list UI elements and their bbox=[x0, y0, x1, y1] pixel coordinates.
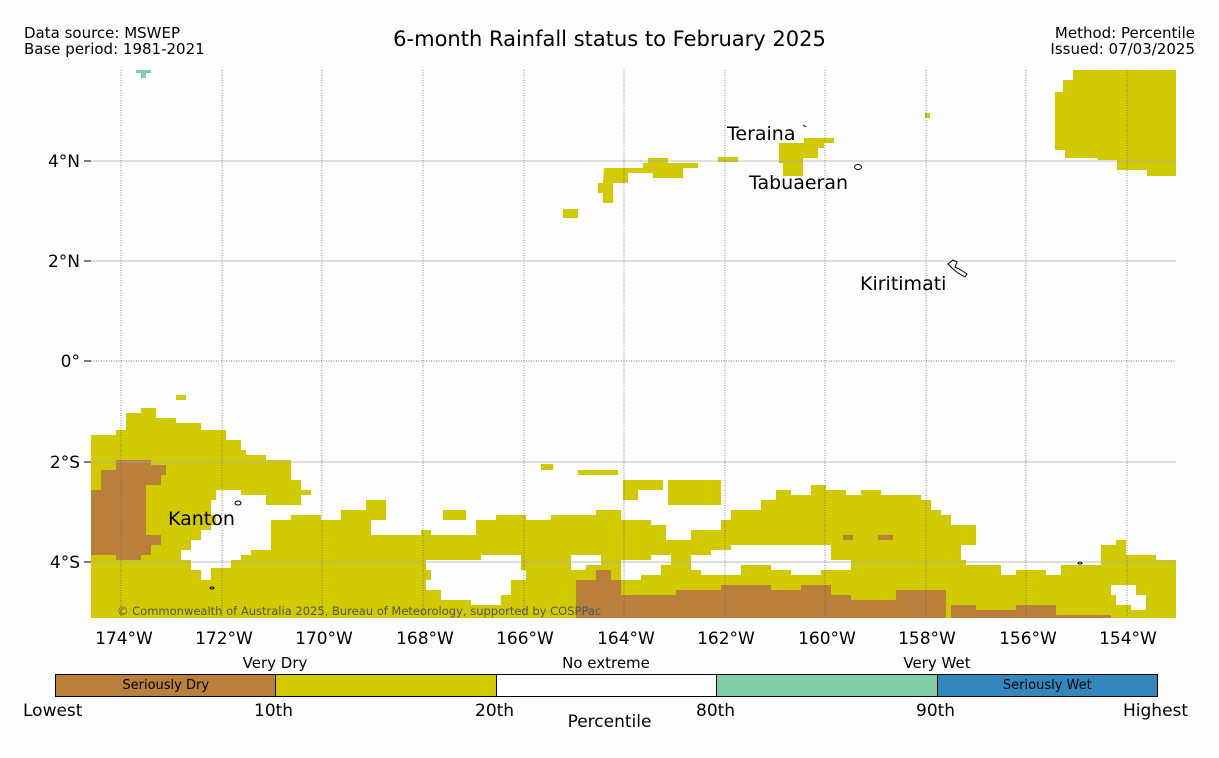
lat-tick-marks bbox=[84, 160, 91, 563]
islands bbox=[209, 124, 1083, 590]
place-label-teraina: Teraina bbox=[726, 123, 796, 145]
seriously-dry-region-s bbox=[576, 570, 946, 618]
legend-seg-no-extreme bbox=[495, 675, 717, 696]
issued-text: Issued: 07/03/2025 bbox=[1050, 40, 1195, 58]
lon-label-158w: 158°W bbox=[898, 629, 956, 649]
legend-axis-title: Percentile bbox=[567, 712, 652, 732]
very-dry-region-n4 bbox=[563, 209, 578, 218]
island-islet-1 bbox=[209, 586, 215, 590]
no-extreme-gap-3 bbox=[621, 555, 671, 580]
lat-label-2s: 2°S bbox=[50, 453, 80, 473]
very-dry-region-n1 bbox=[598, 158, 698, 203]
legend-tick-80th: 80th bbox=[696, 701, 736, 721]
legend-colorbar: Seriously Dry Seriously Wet bbox=[55, 674, 1158, 697]
lon-label-154w: 154°W bbox=[1099, 629, 1157, 649]
lon-label-166w: 166°W bbox=[496, 629, 554, 649]
island-islet-2 bbox=[1077, 561, 1083, 565]
lon-label-160w: 160°W bbox=[798, 629, 856, 649]
lat-grid bbox=[91, 160, 1176, 563]
lon-label-170w: 170°W bbox=[295, 629, 353, 649]
copyright-text: © Commonwealth of Australia 2025, Bureau… bbox=[117, 604, 601, 618]
legend-tick-90th: 90th bbox=[916, 701, 956, 721]
legend-tick-lowest: Lowest bbox=[23, 701, 83, 721]
place-label-kanton: Kanton bbox=[168, 508, 235, 530]
very-dry-region-s-main bbox=[91, 485, 1176, 618]
legend-tick-highest: Highest bbox=[1123, 701, 1189, 721]
seriously-dry-region-w bbox=[91, 460, 166, 560]
very-dry-patch-c bbox=[541, 464, 553, 470]
legend-seg-very-wet bbox=[716, 675, 937, 696]
legend-category-very-dry: Very Dry bbox=[242, 654, 308, 672]
no-extreme-gap-1 bbox=[426, 555, 526, 605]
seriously-dry-patch-d bbox=[878, 535, 893, 540]
legend-category-very-wet: Very Wet bbox=[903, 654, 971, 672]
data-source-text: Data source: MSWEP bbox=[24, 24, 181, 42]
base-period-text: Base period: 1981-2021 bbox=[24, 40, 205, 58]
no-extreme-gap-2 bbox=[691, 545, 851, 575]
method-text: Method: Percentile bbox=[1054, 24, 1195, 42]
lon-label-164w: 164°W bbox=[597, 629, 655, 649]
very-dry-patch-f bbox=[623, 480, 663, 500]
no-extreme-gap-5 bbox=[241, 520, 266, 550]
island-kanton-outline bbox=[234, 500, 242, 506]
no-extreme-gap-6 bbox=[571, 555, 601, 570]
very-wet-patch-n bbox=[136, 70, 151, 78]
very-dry-region-n5 bbox=[925, 113, 930, 118]
lat-label-2n: 2°N bbox=[48, 252, 80, 272]
very-dry-patch-e bbox=[176, 395, 186, 400]
place-label-kiritimati: Kiritimati bbox=[860, 273, 946, 295]
island-teraina-outline bbox=[802, 124, 807, 128]
very-dry-region-n3 bbox=[779, 138, 834, 176]
lon-label-174w: 174°W bbox=[95, 629, 153, 649]
lon-label-172w: 172°W bbox=[195, 629, 253, 649]
lon-label-162w: 162°W bbox=[697, 629, 755, 649]
seriously-dry-patch-se bbox=[951, 605, 1111, 618]
legend-seg-very-dry bbox=[275, 675, 496, 696]
no-extreme-gap-4 bbox=[1111, 585, 1146, 610]
very-dry-patch-b bbox=[668, 480, 721, 505]
legend-category-no-extreme: No extreme bbox=[562, 654, 650, 672]
lat-label-4s: 4°S bbox=[50, 553, 80, 573]
rainfall-fields bbox=[91, 70, 1176, 618]
header-right: Method: Percentile Issued: 07/03/2025 bbox=[1050, 25, 1195, 57]
island-kiritimati-outline bbox=[947, 259, 968, 278]
very-dry-region-ne bbox=[1055, 70, 1176, 176]
legend-tick-10th: 10th bbox=[254, 701, 294, 721]
lat-label-0: 0° bbox=[61, 352, 80, 372]
lon-labels: 174°W 172°W 170°W 168°W 166°W 164°W 162°… bbox=[95, 629, 1157, 649]
lat-labels: 4°N 2°N 0° 2°S 4°S bbox=[48, 152, 80, 573]
seriously-dry-patch-c bbox=[843, 535, 853, 540]
very-dry-patch-a bbox=[578, 470, 618, 475]
place-labels: Teraina Tabuaeran Kiritimati Kanton bbox=[168, 123, 946, 530]
legend-seg-seriously-dry: Seriously Dry bbox=[56, 675, 276, 696]
lon-label-156w: 156°W bbox=[999, 629, 1057, 649]
island-tabuaeran-outline bbox=[854, 164, 862, 170]
map-title: 6-month Rainfall status to February 2025 bbox=[393, 27, 826, 51]
lat-label-4n: 4°N bbox=[48, 152, 80, 172]
lon-label-168w: 168°W bbox=[396, 629, 454, 649]
place-label-tabuaeran: Tabuaeran bbox=[748, 172, 848, 194]
legend-tick-20th: 20th bbox=[475, 701, 515, 721]
very-dry-patch-d bbox=[443, 510, 466, 520]
header-left: Data source: MSWEP Base period: 1981-202… bbox=[24, 25, 205, 57]
legend-seg-seriously-wet: Seriously Wet bbox=[936, 675, 1158, 696]
